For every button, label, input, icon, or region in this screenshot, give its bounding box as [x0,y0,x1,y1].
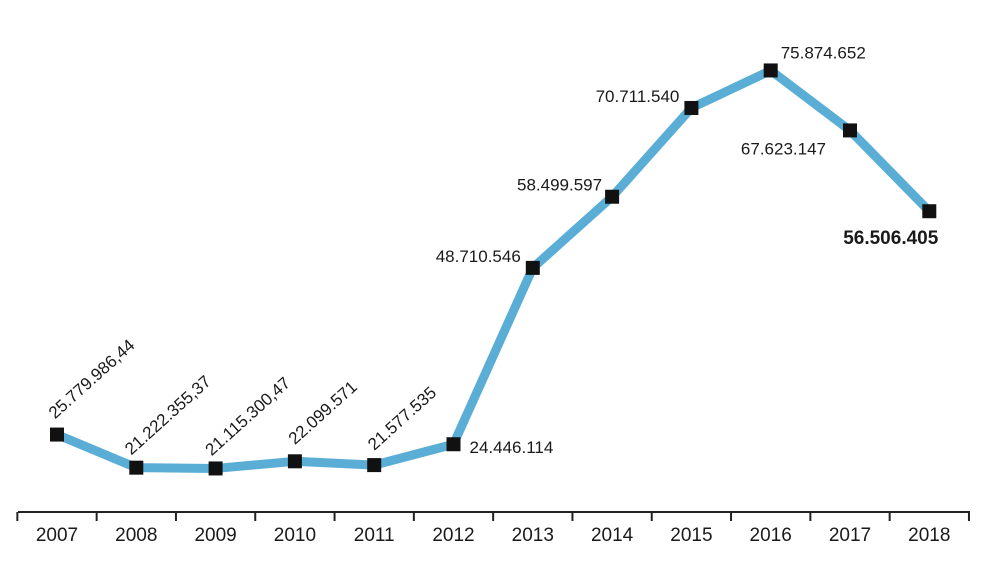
data-label-2009: 21.115.300,47 [202,373,295,459]
series-line [52,65,934,473]
x-tick-label-2009: 2009 [194,525,236,546]
data-point-2011 [367,458,382,473]
data-point-2013 [525,260,540,275]
data-label-2017: 67.623.147 [741,139,826,158]
x-tick-label-2012: 2012 [432,525,474,546]
data-point-2014 [605,189,620,204]
data-point-2017 [843,123,857,138]
x-tick-label-2008: 2008 [115,525,157,546]
x-tick-label-2010: 2010 [274,525,316,546]
data-label-2007: 25.779.986,44 [45,336,139,423]
series-line-group [52,65,934,473]
data-label-2011: 21.577.535 [364,383,440,454]
data-point-2012 [446,437,461,452]
data-label-2014: 58.499.597 [517,176,602,195]
x-tick-label-2011: 2011 [354,525,395,546]
data-label-2012: 24.446.114 [470,438,554,457]
data-point-2016 [763,63,778,78]
data-point-2015 [684,100,699,115]
data-markers [50,63,937,476]
x-tick-label-2016: 2016 [750,525,792,546]
data-point-2009 [208,461,223,476]
x-tick-label-2017: 2017 [829,525,871,546]
x-axis: 2007 2008 2009 2010 2011 2012 2013 2014 2015 2016… [16,511,970,546]
x-tick-label-2013: 2013 [512,525,554,546]
data-point-2008 [129,460,144,475]
data-label-2010: 22.099.571 [285,377,361,448]
data-label-2018: 56.506.405 [843,228,939,249]
data-label-2016: 75.874.652 [781,43,866,62]
x-tick-label-2018: 2018 [908,525,950,546]
data-label-2015: 70.711.540 [596,87,680,106]
x-tick-label-2014: 2014 [591,525,634,546]
data-point-2010 [287,454,302,469]
data-point-2007 [50,427,64,442]
data-labels: 25.779.986,4421.222.355,3721.115.300,472… [45,43,939,459]
data-point-2018 [922,204,937,219]
x-tick-label-2015: 2015 [670,525,712,546]
x-tick-label-2007: 2007 [36,525,78,546]
data-label-2013: 48.710.546 [436,247,521,266]
